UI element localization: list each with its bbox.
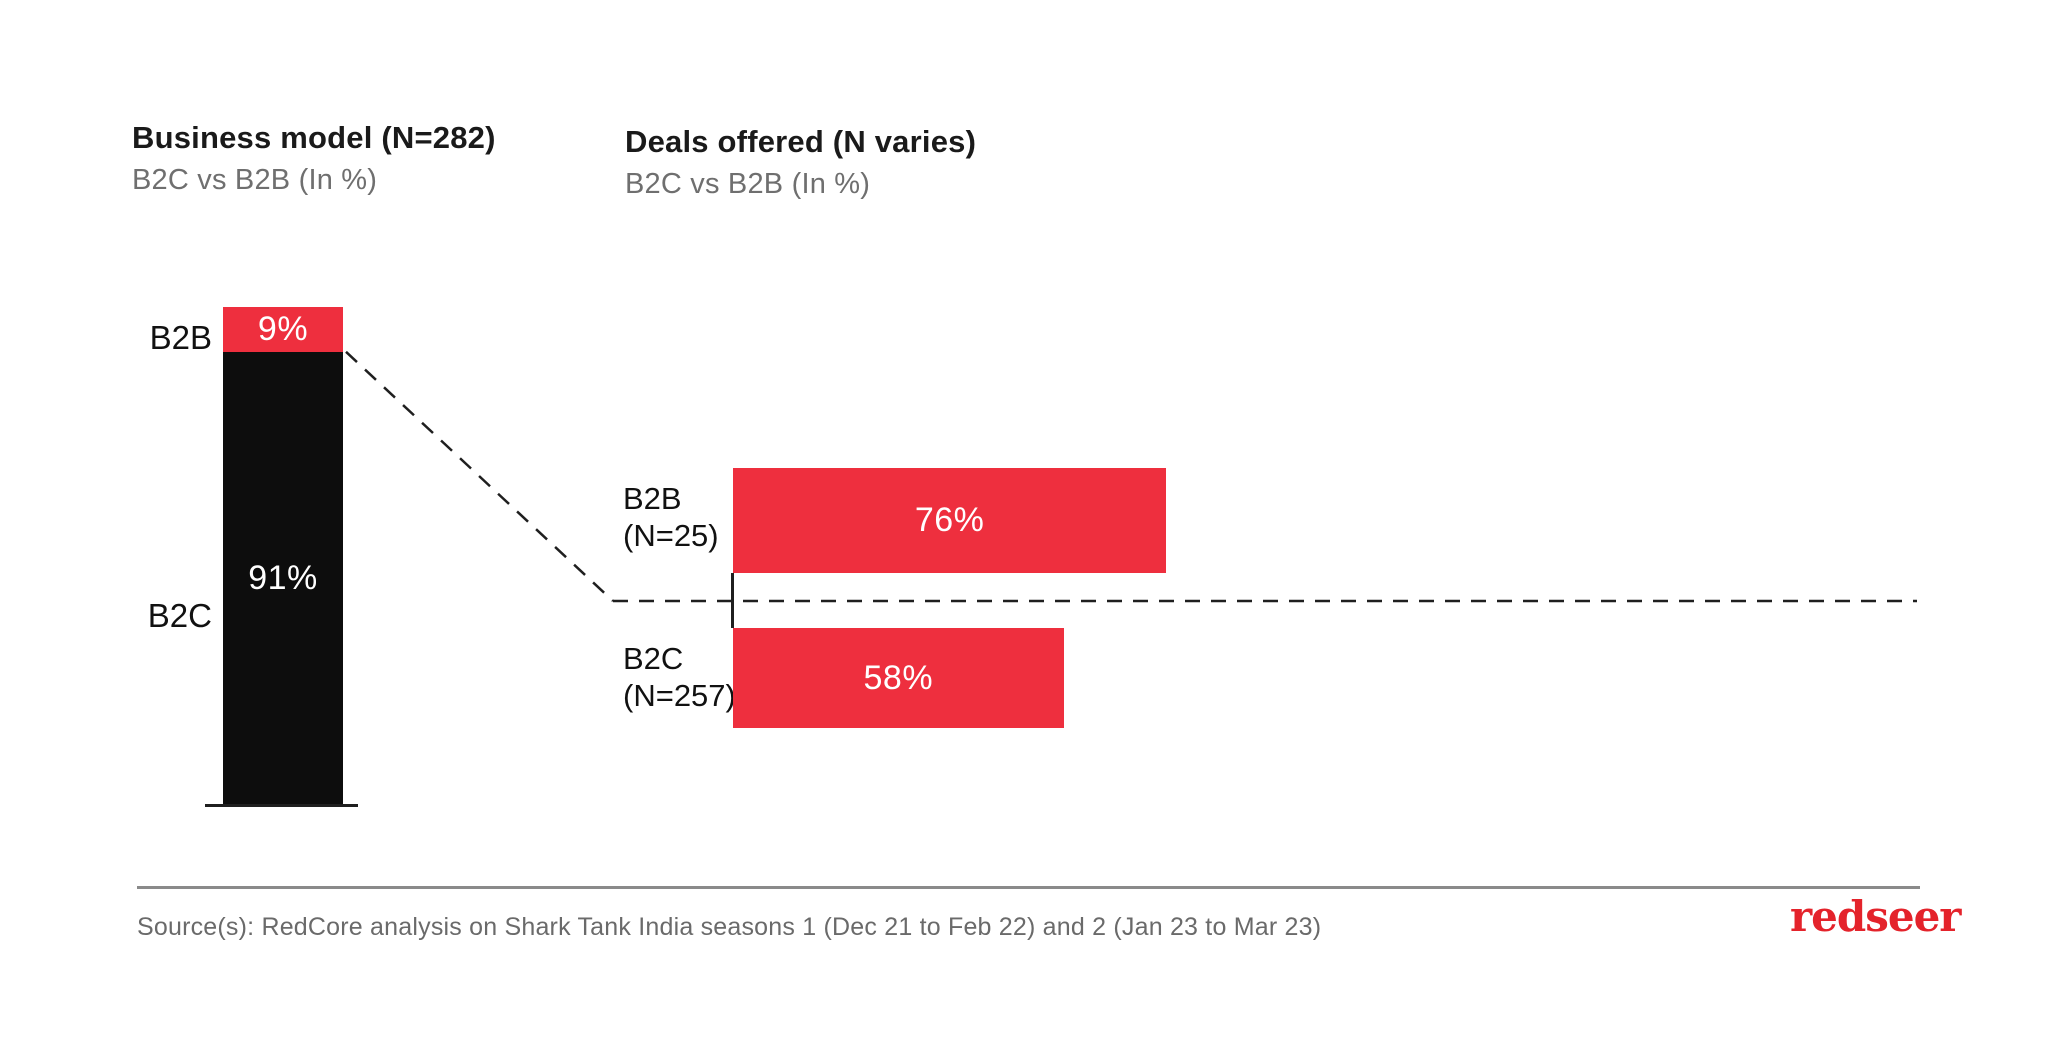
source-text: Source(s): RedCore analysis on Shark Tan… xyxy=(137,913,1322,941)
right-chart-title: Deals offered (N varies) xyxy=(625,124,977,159)
hbar-b2b-value: 76% xyxy=(914,501,985,539)
diagonal-dashed-connector xyxy=(345,350,614,602)
left-chart-header: Business model (N=282) B2C vs B2B (In %) xyxy=(132,120,496,197)
stacked-bar: 9% 91% xyxy=(223,307,343,805)
footer-divider xyxy=(137,886,1920,889)
right-axis-label-b2c: B2C (N=257) xyxy=(623,640,736,714)
stacked-bar-baseline xyxy=(205,804,358,807)
left-axis-label-b2c: B2C xyxy=(147,597,212,634)
hbar-b2b: 76% xyxy=(733,468,1167,573)
left-axis-label-b2b: B2B xyxy=(149,319,212,356)
hbar-b2c-value: 58% xyxy=(863,658,934,697)
redseer-logo: redseer xyxy=(1790,892,1961,941)
stacked-segment-b2c-value: 91% xyxy=(248,558,318,597)
left-chart-subtitle: B2C vs B2B (In %) xyxy=(132,164,378,196)
right-chart-subtitle: B2C vs B2B (In %) xyxy=(625,168,871,200)
right-chart-axis-line xyxy=(731,573,734,628)
stacked-segment-b2c: 91% xyxy=(223,351,343,805)
left-chart-title: Business model (N=282) xyxy=(132,120,496,155)
right-chart-header: Deals offered (N varies) B2C vs B2B (In … xyxy=(625,124,976,201)
right-axis-label-b2c-category: B2C xyxy=(623,641,684,676)
stacked-segment-b2b-value: 9% xyxy=(257,309,309,348)
stacked-segment-b2b: 9% xyxy=(223,307,343,352)
right-axis-label-b2b-n: (N=25) xyxy=(623,518,719,553)
right-axis-label-b2b: B2B (N=25) xyxy=(623,480,719,554)
right-axis-label-b2b-category: B2B xyxy=(623,481,682,516)
hbar-b2c: 58% xyxy=(733,628,1064,728)
right-axis-label-b2c-n: (N=257) xyxy=(623,678,736,713)
